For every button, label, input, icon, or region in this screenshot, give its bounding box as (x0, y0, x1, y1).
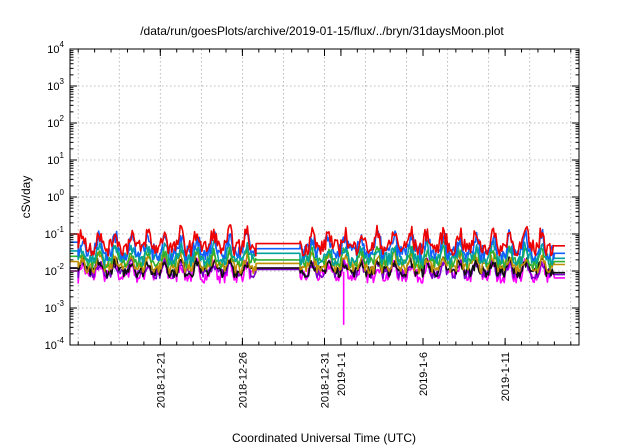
series-line (70, 228, 565, 262)
y-tick-label: 10-3 (45, 299, 65, 315)
series-line (70, 224, 565, 257)
series-lines (70, 224, 565, 325)
grid (70, 49, 579, 345)
y-axis-label: cSv/day (19, 176, 33, 219)
series-line (70, 239, 565, 267)
y-tick-label: 101 (47, 151, 64, 167)
x-tick-label: 2018-12-31 (320, 352, 332, 408)
y-tick-label: 102 (47, 114, 64, 130)
y-tick-label: 10-1 (45, 225, 65, 241)
x-tick-label: 2019-1-1 (336, 352, 348, 396)
x-tick-label: 2019-1-11 (500, 352, 512, 401)
y-tick-label: 103 (47, 77, 64, 93)
y-tick-label: 10-2 (45, 262, 65, 278)
x-tick-label: 2019-1-6 (418, 352, 430, 396)
x-axis: 2018-12-21 2018-12-26 2018-12-31 2019-1-1 20… (77, 49, 572, 408)
chart-title: /data/run/goesPlots/archive/2019-01-15/f… (140, 24, 504, 38)
x-axis-label: Coordinated Universal Time (UTC) (232, 431, 416, 445)
y-axis: 10-4 10-3 10-2 10-1 100 101 102 103 104 (45, 40, 579, 352)
x-tick-label: 2018-12-21 (155, 352, 167, 408)
y-tick-label: 10-4 (45, 336, 65, 352)
y-tick-label: 100 (47, 188, 64, 204)
x-tick-label: 2018-12-26 (237, 352, 249, 408)
y-tick-label: 104 (47, 40, 64, 56)
